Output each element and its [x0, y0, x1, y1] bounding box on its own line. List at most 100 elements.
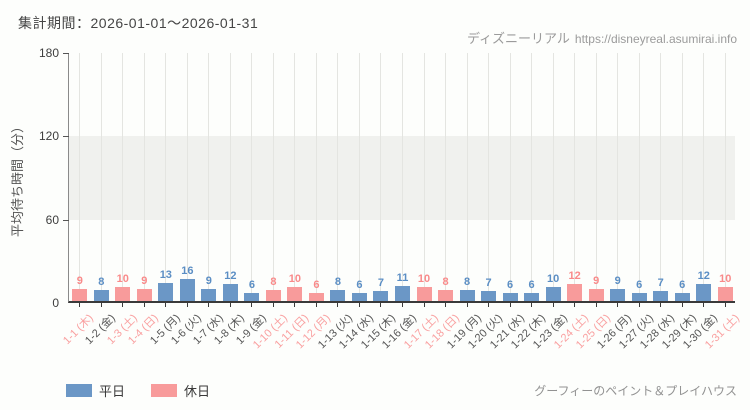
y-axis-tick-mark	[63, 53, 69, 54]
vertical-gridline	[423, 53, 425, 301]
vertical-gridline	[358, 53, 360, 301]
x-axis-tick-mark	[165, 303, 167, 307]
vertical-gridline	[638, 53, 640, 301]
x-axis-tick-mark	[229, 303, 231, 307]
x-axis-tick-mark	[294, 303, 296, 307]
vertical-gridline	[294, 53, 296, 301]
vertical-gridline	[466, 53, 468, 301]
vertical-gridline	[724, 53, 726, 301]
x-axis-tick-mark	[574, 303, 576, 307]
x-axis-tick-mark	[423, 303, 425, 307]
y-axis-tick-label: 120	[38, 129, 59, 144]
vertical-gridline	[122, 53, 124, 301]
wait-time-bar	[244, 292, 260, 301]
bar-value-label: 10	[417, 273, 431, 286]
wait-time-bar	[631, 292, 647, 301]
bar-value-label: 8	[463, 275, 471, 288]
bar-value-label: 6	[679, 278, 686, 291]
bar-value-label: 6	[507, 278, 514, 291]
wait-time-bar	[524, 292, 540, 301]
legend-item-weekday: 平日	[66, 381, 125, 400]
x-axis-tick-mark	[380, 303, 382, 307]
chart-legend: 平日 休日	[66, 381, 210, 400]
x-axis-tick-mark	[315, 303, 317, 307]
wait-time-bar	[201, 288, 217, 301]
bar-value-label: 12	[568, 270, 581, 283]
y-axis-tick-mark	[63, 136, 69, 138]
bar-value-label: 7	[377, 277, 385, 290]
x-axis-tick-mark	[143, 303, 145, 307]
bar-value-label: 8	[334, 275, 341, 288]
x-axis-tick-mark	[251, 303, 253, 307]
bar-value-label: 10	[288, 273, 302, 286]
bar-value-label: 13	[159, 268, 172, 281]
wait-time-bar	[93, 289, 109, 301]
bar-value-label: 6	[248, 278, 255, 291]
y-axis-tick-label: 60	[45, 212, 59, 227]
bar-value-label: 6	[636, 278, 643, 291]
bar-value-label: 9	[141, 274, 148, 287]
wait-time-bar	[222, 284, 238, 301]
x-axis-tick-mark	[445, 303, 447, 307]
wait-time-bar	[502, 292, 518, 301]
bar-value-label: 8	[98, 275, 105, 288]
vertical-gridline	[100, 53, 102, 301]
wait-time-bar	[653, 291, 669, 301]
wait-time-bar	[545, 287, 561, 301]
wait-time-bar	[610, 288, 626, 301]
vertical-gridline	[552, 53, 554, 301]
vertical-gridline	[251, 53, 253, 301]
x-axis-tick-mark	[552, 303, 554, 307]
attraction-name: グーフィーのペイント＆プレイハウス	[534, 384, 737, 398]
y-axis-title-box: 平均待ち時間（分）	[2, 40, 30, 316]
x-axis-tick-mark	[208, 303, 210, 307]
aggregation-period-label: 集計期間：2026-01-01～2026-01-31	[18, 15, 259, 31]
y-axis-tick-label: 0	[52, 296, 59, 310]
weekday-color-swatch	[66, 384, 92, 397]
wait-time-bar	[330, 289, 346, 301]
x-axis-tick-mark	[703, 303, 705, 307]
vertical-gridline	[703, 53, 705, 301]
vertical-gridline	[208, 53, 210, 301]
bar-value-label: 9	[205, 274, 212, 287]
wait-time-bar	[351, 292, 367, 301]
bar-value-label: 9	[593, 274, 600, 287]
bar-value-label: 6	[356, 278, 363, 291]
vertical-gridline	[380, 53, 382, 301]
bar-value-label: 12	[224, 270, 237, 283]
bar-value-label: 10	[116, 273, 129, 286]
x-axis-tick-mark	[100, 303, 102, 307]
vertical-gridline	[315, 53, 317, 301]
y-axis-tick-label: 180	[38, 46, 59, 60]
bar-value-label: 11	[396, 271, 409, 284]
bar-value-label: 8	[442, 275, 449, 288]
wait-time-bar	[308, 292, 324, 301]
wait-time-bar	[696, 284, 712, 301]
vertical-gridline	[402, 53, 403, 301]
bar-value-label: 9	[76, 274, 83, 287]
wait-time-bar	[72, 288, 88, 301]
x-axis-tick-mark	[638, 303, 640, 307]
x-axis-tick-mark	[402, 303, 403, 307]
vertical-gridline	[143, 53, 145, 301]
vertical-gridline	[660, 53, 662, 301]
x-axis-tick-mark	[488, 303, 490, 307]
wait-time-bar	[287, 287, 303, 301]
wait-time-bar	[567, 284, 583, 301]
x-axis-tick-mark	[617, 303, 619, 307]
bar-value-label: 6	[313, 278, 320, 291]
bar-value-label: 8	[270, 275, 277, 288]
y-axis-tick-mark	[63, 219, 69, 221]
vertical-gridline	[445, 53, 447, 301]
x-axis-tick-mark	[79, 303, 81, 307]
holiday-color-swatch	[151, 384, 178, 397]
x-axis-tick-mark	[531, 303, 533, 307]
bar-value-label: 7	[657, 277, 664, 290]
wait-time-bar	[588, 288, 604, 301]
vertical-gridline	[509, 53, 511, 301]
x-axis-tick-mark	[681, 303, 683, 307]
site-watermark: ディズニーリアル https://disneyreal.asumirai.info	[467, 28, 737, 47]
wait-time-bar	[717, 287, 733, 301]
x-axis-tick-mark	[272, 303, 274, 307]
bar-value-label: 10	[719, 273, 732, 286]
